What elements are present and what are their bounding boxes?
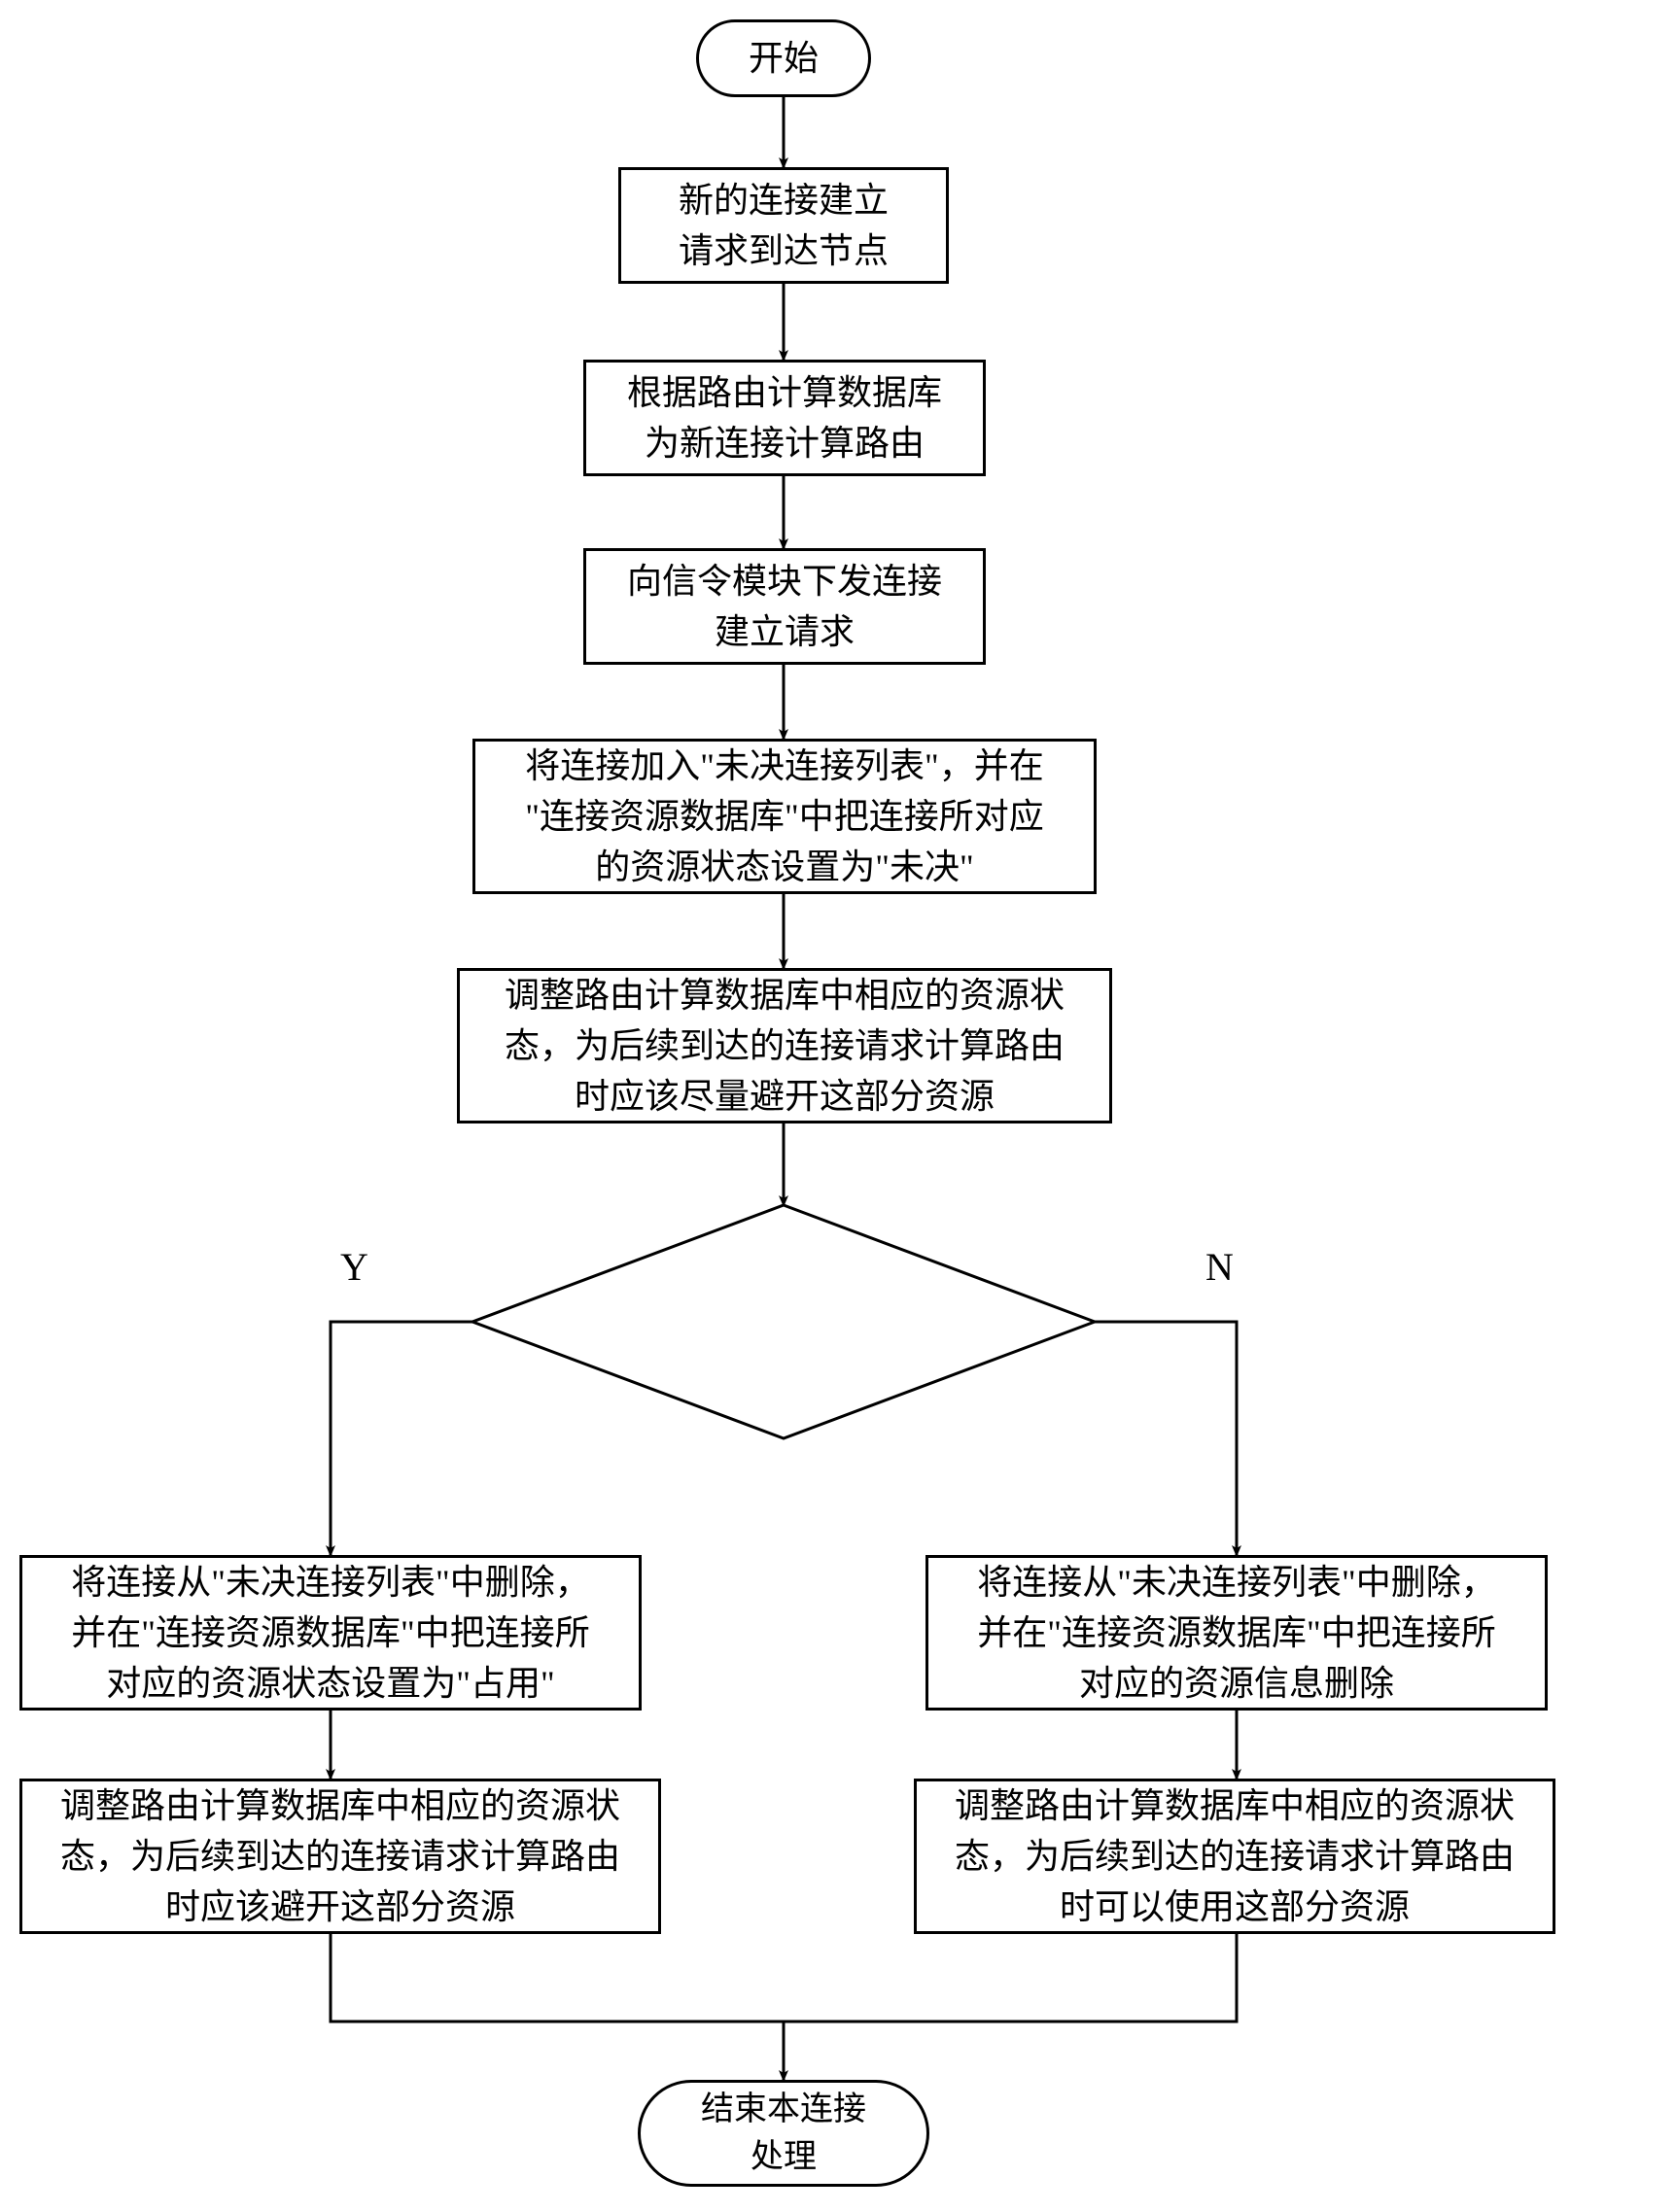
flow-process-1: 新的连接建立请求到达节点 bbox=[618, 167, 949, 284]
branch-no-text: N bbox=[1205, 1245, 1234, 1289]
flow-start-text: 开始 bbox=[749, 33, 819, 84]
flow-decision-1-text: 连接创建成功? bbox=[671, 1296, 896, 1347]
flow-yes-2: 调整路由计算数据库中相应的资源状态，为后续到达的连接请求计算路由时应该避开这部分… bbox=[19, 1779, 661, 1934]
flow-process-5: 调整路由计算数据库中相应的资源状态，为后续到达的连接请求计算路由时应该尽量避开这… bbox=[457, 968, 1112, 1123]
flow-process-3-text: 向信令模块下发连接建立请求 bbox=[627, 556, 942, 657]
flow-process-4-text: 将连接加入"未决连接列表"，并在"连接资源数据库"中把连接所对应的资源状态设置为… bbox=[525, 741, 1043, 893]
flow-no-1: 将连接从"未决连接列表"中删除，并在"连接资源数据库"中把连接所对应的资源信息删… bbox=[925, 1555, 1548, 1711]
flow-no-2: 调整路由计算数据库中相应的资源状态，为后续到达的连接请求计算路由时可以使用这部分… bbox=[914, 1779, 1555, 1934]
flow-process-2: 根据路由计算数据库为新连接计算路由 bbox=[583, 360, 986, 476]
flow-end: 结束本连接处理 bbox=[638, 2080, 929, 2187]
branch-yes-label: Y bbox=[340, 1244, 368, 1290]
flow-start: 开始 bbox=[696, 19, 871, 97]
flow-process-4: 将连接加入"未决连接列表"，并在"连接资源数据库"中把连接所对应的资源状态设置为… bbox=[472, 739, 1097, 894]
flow-process-2-text: 根据路由计算数据库为新连接计算路由 bbox=[627, 367, 942, 468]
flow-no-1-text: 将连接从"未决连接列表"中删除，并在"连接资源数据库"中把连接所对应的资源信息删… bbox=[977, 1557, 1495, 1710]
flow-yes-1-text: 将连接从"未决连接列表"中删除，并在"连接资源数据库"中把连接所对应的资源状态设… bbox=[71, 1557, 589, 1710]
flow-process-1-text: 新的连接建立请求到达节点 bbox=[679, 175, 889, 276]
branch-yes-text: Y bbox=[340, 1245, 368, 1289]
flow-yes-1: 将连接从"未决连接列表"中删除，并在"连接资源数据库"中把连接所对应的资源状态设… bbox=[19, 1555, 642, 1711]
flow-yes-2-text: 调整路由计算数据库中相应的资源状态，为后续到达的连接请求计算路由时应该避开这部分… bbox=[60, 1780, 620, 1933]
flow-end-text: 结束本连接处理 bbox=[701, 2086, 866, 2182]
branch-no-label: N bbox=[1205, 1244, 1234, 1290]
flow-process-5-text: 调整路由计算数据库中相应的资源状态，为后续到达的连接请求计算路由时应该尽量避开这… bbox=[505, 970, 1065, 1123]
flow-decision-1: 连接创建成功? bbox=[589, 1293, 978, 1351]
flow-no-2-text: 调整路由计算数据库中相应的资源状态，为后续到达的连接请求计算路由时可以使用这部分… bbox=[955, 1780, 1515, 1933]
flow-process-3: 向信令模块下发连接建立请求 bbox=[583, 548, 986, 665]
